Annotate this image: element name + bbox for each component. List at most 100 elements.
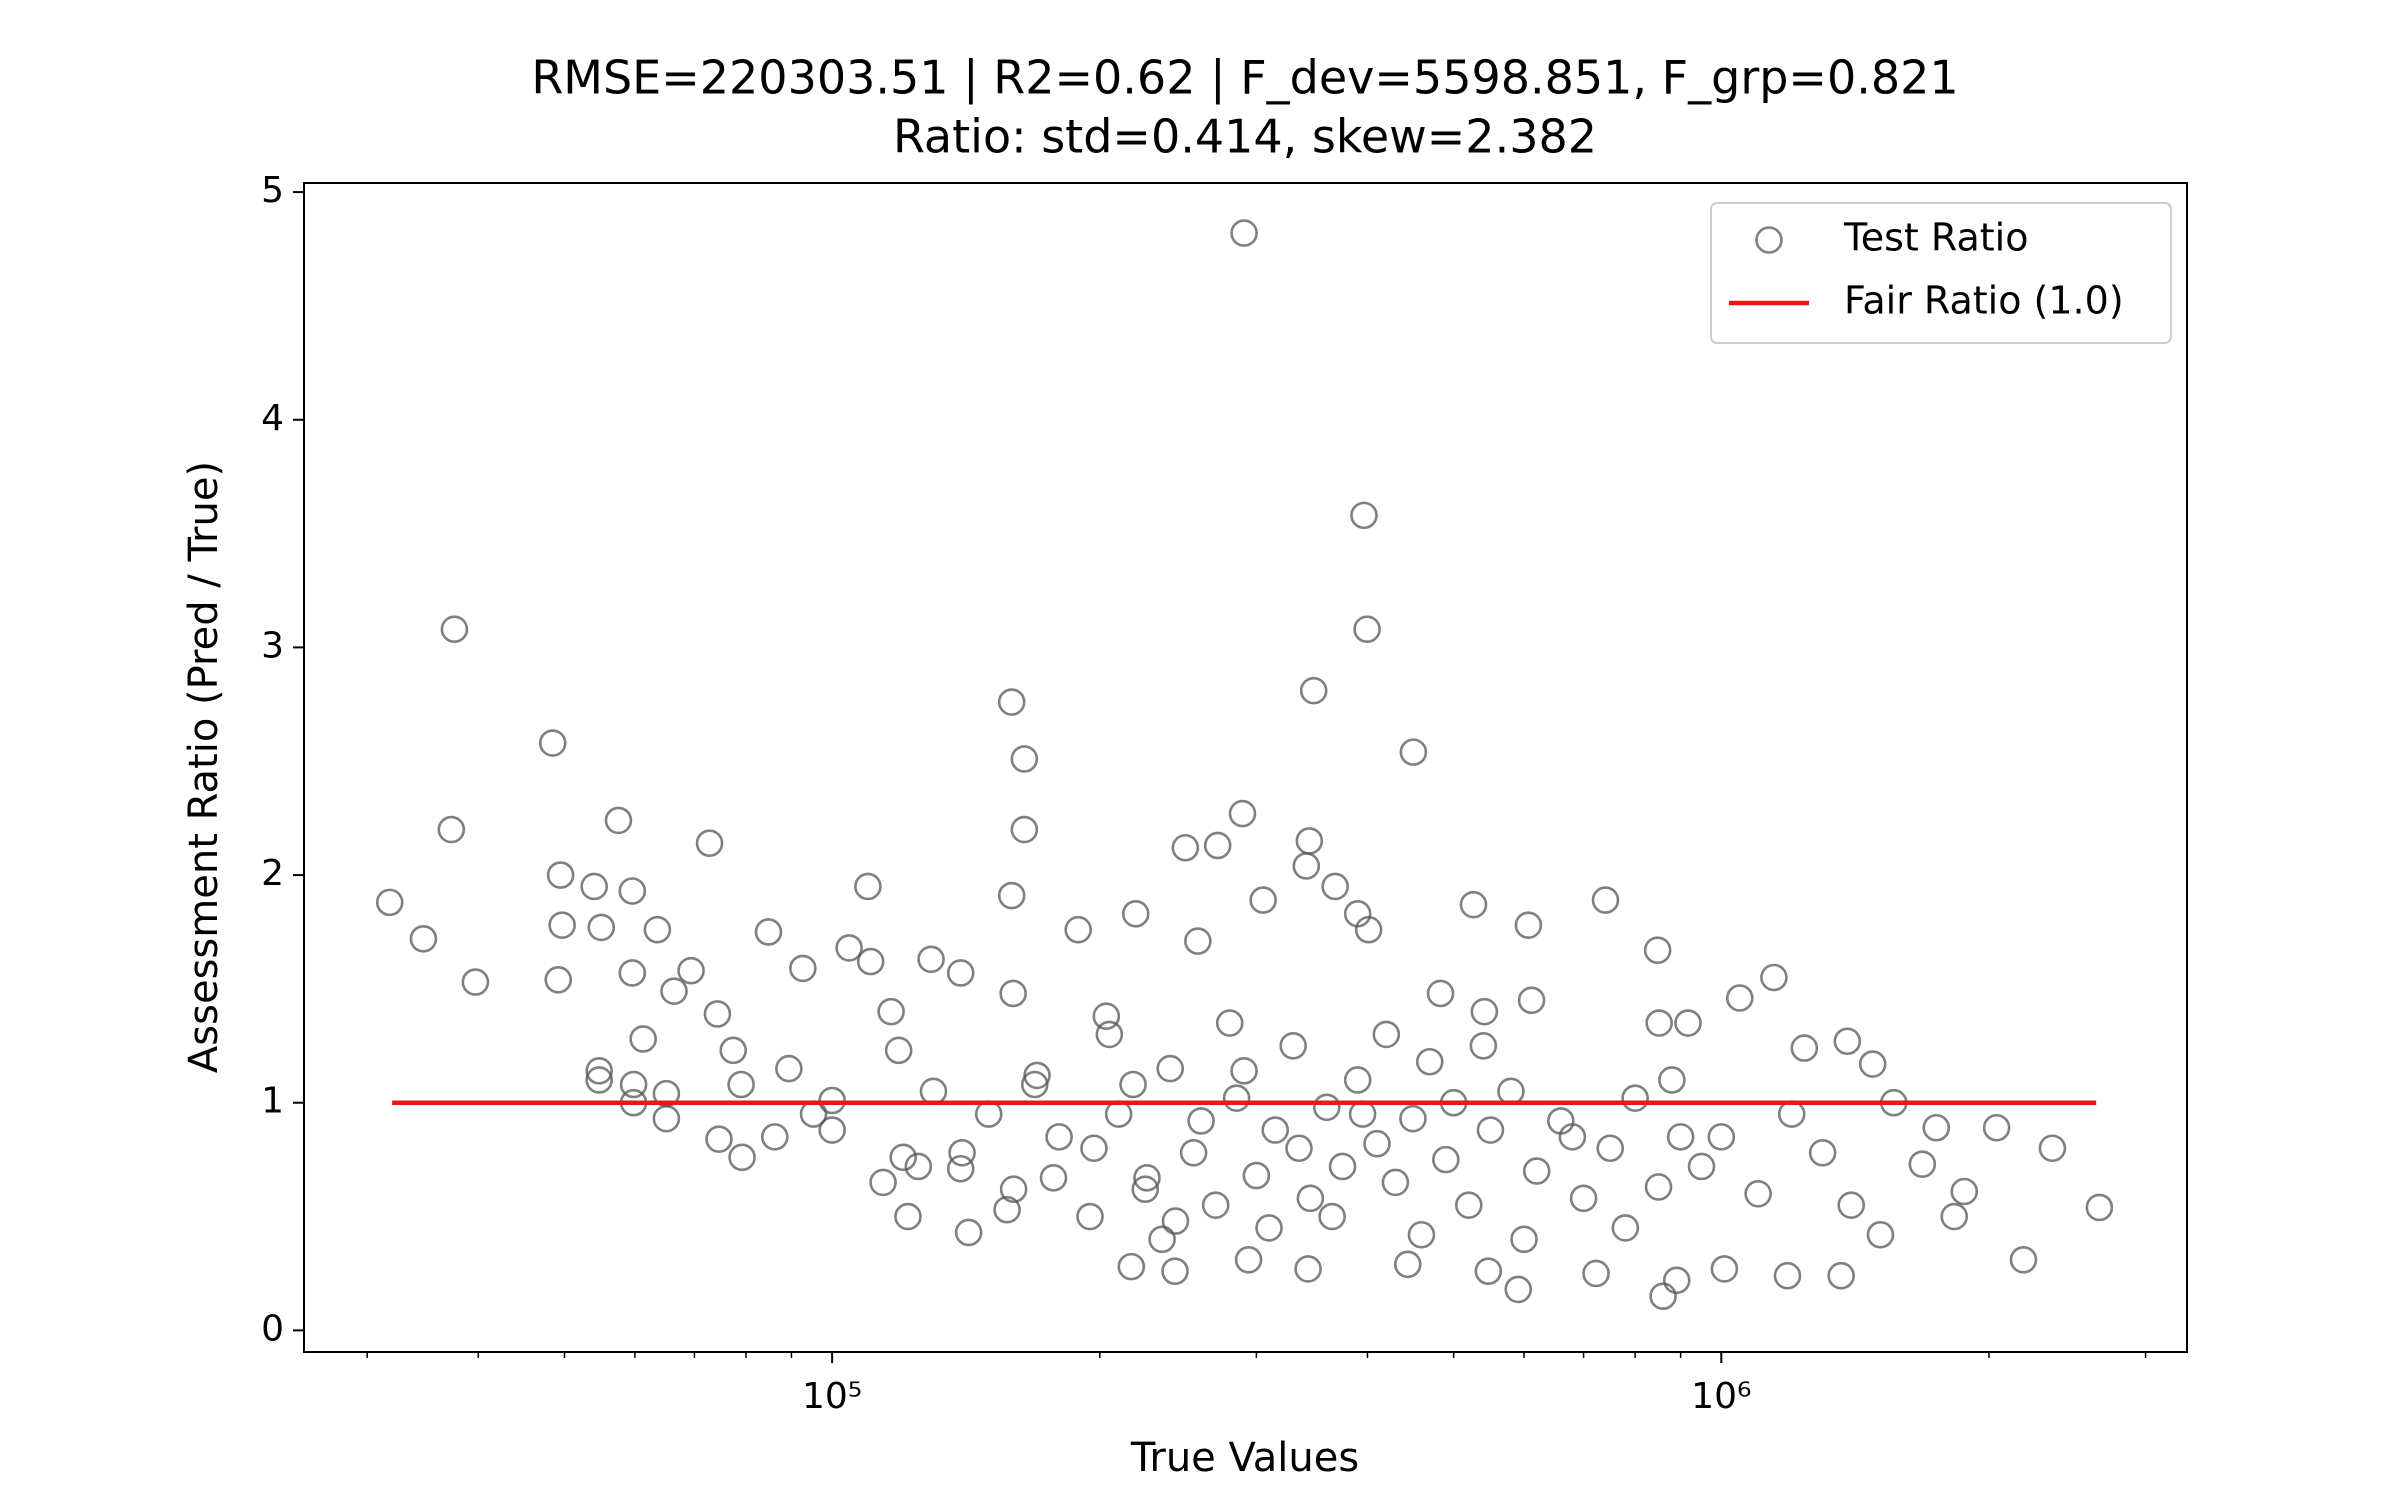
y-tick-label: 4	[261, 398, 284, 439]
data-point	[1459, 890, 1488, 919]
data-point	[1644, 1173, 1673, 1201]
data-point	[1261, 1116, 1290, 1144]
data-point	[904, 1152, 933, 1181]
data-point	[1707, 1123, 1736, 1151]
data-point	[997, 688, 1026, 716]
data-point	[1201, 1191, 1230, 1219]
data-point	[1039, 1164, 1068, 1192]
data-point	[818, 1086, 846, 1115]
data-point	[917, 945, 945, 974]
data-point	[1866, 1220, 1895, 1249]
data-point	[1010, 745, 1039, 773]
data-point	[1611, 1214, 1640, 1242]
data-point	[1076, 1202, 1104, 1231]
data-point	[375, 888, 404, 917]
data-point	[1426, 979, 1455, 1008]
data-point	[727, 1070, 755, 1099]
data-point	[1131, 1175, 1160, 1204]
data-point	[2085, 1193, 2114, 1222]
data-point	[1517, 986, 1546, 1015]
data-point	[1662, 1266, 1691, 1295]
data-point	[585, 1066, 613, 1094]
data-point	[1649, 1282, 1677, 1311]
data-point	[1121, 899, 1150, 928]
data-point	[999, 979, 1027, 1008]
data-point	[1023, 1061, 1051, 1090]
y-tick-label: 2	[261, 853, 284, 894]
data-point	[1504, 1275, 1533, 1304]
data-point	[1760, 963, 1788, 992]
data-point	[1908, 1150, 1937, 1178]
data-point	[1234, 1246, 1263, 1274]
data-point	[1119, 1070, 1147, 1099]
y-axis-label: Assessment Ratio (Pred / True)	[181, 461, 227, 1073]
data-point	[1643, 936, 1672, 964]
data-point	[1381, 1168, 1410, 1197]
data-point	[1321, 872, 1349, 901]
data-point	[1666, 1123, 1695, 1151]
data-point	[1407, 1220, 1436, 1249]
y-tick-label: 1	[261, 1081, 284, 1122]
legend-box	[1710, 202, 2172, 344]
data-point	[835, 934, 863, 962]
data-point	[1184, 927, 1212, 955]
data-point	[677, 956, 705, 985]
data-point	[993, 1195, 1021, 1224]
data-point	[652, 1079, 681, 1108]
data-point	[1790, 1034, 1819, 1062]
data-point	[1808, 1139, 1837, 1167]
data-point	[437, 815, 466, 844]
data-point	[1249, 886, 1277, 914]
x-axis-label: True Values	[1130, 1435, 1359, 1481]
data-point	[619, 1070, 648, 1099]
data-point	[1230, 1057, 1258, 1085]
data-point	[1228, 799, 1257, 828]
data-point	[1432, 1145, 1460, 1174]
data-point	[409, 925, 438, 953]
data-point	[1230, 219, 1258, 247]
data-point	[1950, 1177, 1979, 1206]
data-point	[660, 977, 688, 1005]
data-point	[604, 806, 633, 835]
data-point	[775, 1054, 803, 1083]
data-point	[1343, 1066, 1372, 1094]
data-point	[869, 1168, 897, 1197]
data-point	[1393, 1250, 1422, 1279]
data-point	[643, 915, 672, 944]
legend-label: Fair Ratio (1.0)	[1844, 279, 2124, 323]
data-point	[1372, 1020, 1401, 1049]
data-point	[1318, 1202, 1346, 1231]
data-point	[618, 877, 647, 905]
data-point	[544, 965, 573, 994]
data-point	[1658, 1066, 1686, 1094]
data-point	[1328, 1152, 1357, 1181]
data-point	[1940, 1202, 1969, 1231]
data-point	[1010, 815, 1039, 844]
data-point	[1773, 1261, 1802, 1290]
data-point	[1982, 1113, 2011, 1142]
data-point	[1285, 1134, 1313, 1163]
data-point	[703, 1000, 732, 1028]
data-point	[1645, 1009, 1673, 1037]
data-point	[1171, 833, 1200, 862]
x-tick-label: 10⁶	[1691, 1376, 1751, 1417]
data-point	[1161, 1207, 1190, 1235]
data-point	[1133, 1164, 1161, 1192]
data-point	[1725, 984, 1754, 1012]
data-point	[1294, 1255, 1322, 1283]
data-point	[728, 1143, 756, 1172]
data-point	[1415, 1047, 1444, 1076]
data-point	[1161, 1257, 1189, 1285]
data-point	[1092, 1002, 1121, 1031]
data-point	[1833, 1027, 1862, 1056]
y-tick-label: 3	[261, 625, 284, 666]
data-point	[884, 1036, 913, 1065]
data-point	[854, 872, 882, 901]
data-point	[1179, 1139, 1208, 1167]
data-point	[1858, 1050, 1887, 1078]
data-point	[1299, 676, 1328, 705]
data-point	[1582, 1259, 1610, 1288]
data-point	[1064, 915, 1092, 944]
data-point	[889, 1143, 917, 1172]
y-tick-label: 5	[261, 170, 284, 211]
